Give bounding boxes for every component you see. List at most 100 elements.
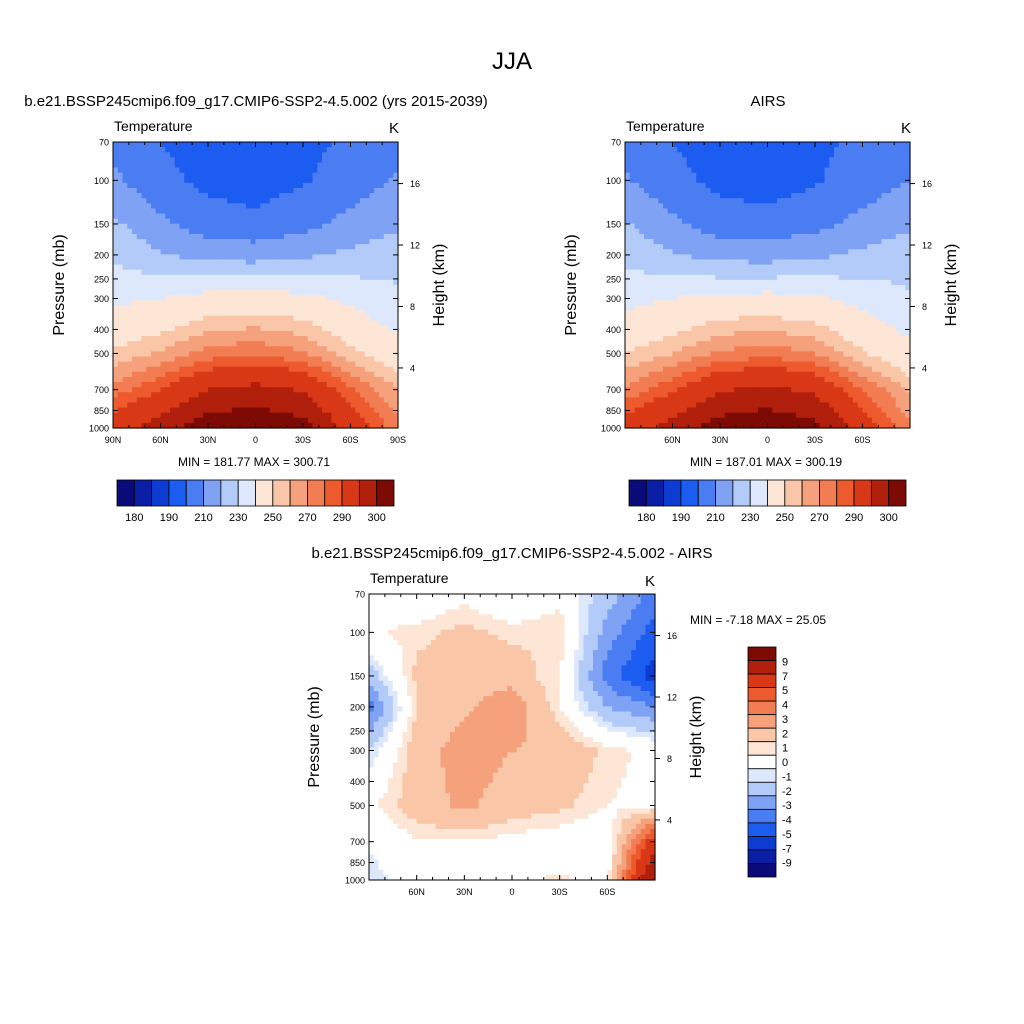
contour-cell xyxy=(805,193,811,199)
contour-cell xyxy=(269,325,276,332)
contour-cell xyxy=(360,279,366,286)
contour-cell xyxy=(212,177,219,184)
contour-cell xyxy=(136,325,143,332)
contour-cell xyxy=(876,233,883,240)
contour-cell xyxy=(208,259,214,266)
contour-cell xyxy=(743,172,750,179)
contour-cell xyxy=(639,193,645,199)
contour-cell xyxy=(303,382,309,388)
contour-cell xyxy=(900,218,906,225)
contour-cell xyxy=(117,397,124,404)
contour-cell xyxy=(317,290,323,296)
contour-cell xyxy=(729,142,735,148)
contour-cell xyxy=(393,152,399,158)
contour-cell xyxy=(815,223,821,230)
contour-cell xyxy=(231,244,238,250)
contour-cell xyxy=(132,417,138,424)
contour-cell xyxy=(217,305,223,312)
contour-cell xyxy=(132,213,138,220)
contour-cell xyxy=(317,228,323,235)
contour-cell xyxy=(639,142,645,148)
contour-cell xyxy=(326,305,333,312)
contour-cell xyxy=(872,172,878,179)
contour-cell xyxy=(701,259,707,266)
contour-cell xyxy=(231,218,238,225)
contour-cell xyxy=(900,193,906,199)
contour-cell xyxy=(236,152,242,158)
contour-cell xyxy=(322,187,328,194)
contour-cell xyxy=(231,213,238,220)
contour-cell xyxy=(336,346,342,352)
contour-cell xyxy=(279,187,285,194)
contour-cell xyxy=(648,203,655,209)
contour-cell xyxy=(834,187,840,194)
contour-cell xyxy=(393,330,399,337)
contour-cell xyxy=(364,341,371,347)
contour-cell xyxy=(255,351,261,358)
contour-cell xyxy=(767,198,773,204)
contour-cell xyxy=(136,305,143,312)
contour-cell xyxy=(208,392,214,398)
contour-cell xyxy=(269,376,276,383)
contour-cell xyxy=(141,315,147,322)
contour-cell xyxy=(393,193,399,199)
contour-cell xyxy=(724,208,731,215)
contour-cell xyxy=(743,239,750,245)
contour-cell xyxy=(805,228,811,235)
contour-cell xyxy=(705,203,712,209)
contour-cell xyxy=(298,356,304,363)
contour-cell xyxy=(255,233,261,240)
contour-cell xyxy=(341,305,347,312)
contour-cell xyxy=(829,239,835,245)
contour-cell xyxy=(174,208,181,215)
contour-cell xyxy=(838,147,845,153)
contour-cell xyxy=(174,249,181,255)
contour-cell xyxy=(691,172,697,179)
contour-cell xyxy=(336,198,342,204)
contour-cell xyxy=(141,412,147,419)
contour-cell xyxy=(364,305,371,312)
contour-cell xyxy=(876,244,883,250)
contour-cell xyxy=(184,392,190,398)
contour-cell xyxy=(241,320,247,327)
contour-cell xyxy=(279,182,285,189)
contour-cell xyxy=(336,366,342,373)
contour-cell xyxy=(179,269,185,276)
contour-cell xyxy=(170,392,176,398)
contour-cell xyxy=(843,208,849,215)
contour-cell xyxy=(170,259,176,266)
contour-cell xyxy=(341,417,347,424)
contour-cell xyxy=(331,417,337,424)
contour-cell xyxy=(269,223,276,230)
contour-cell xyxy=(293,187,299,194)
contour-cell xyxy=(758,254,764,261)
contour-cell xyxy=(184,177,190,184)
contour-cell xyxy=(388,376,394,383)
contour-cell xyxy=(696,167,702,174)
contour-cell xyxy=(360,269,366,276)
contour-cell xyxy=(710,233,716,240)
contour-cell xyxy=(165,417,171,424)
contour-cell xyxy=(241,361,247,368)
contour-cell xyxy=(136,198,143,204)
contour-cell xyxy=(639,167,645,174)
contour-cell xyxy=(146,392,152,398)
contour-cell xyxy=(341,157,347,164)
contour-cell xyxy=(127,218,133,225)
contour-cell xyxy=(203,223,209,230)
contour-cell xyxy=(322,182,328,189)
contour-cell xyxy=(198,285,204,291)
contour-cell xyxy=(360,320,366,327)
contour-cell xyxy=(753,152,759,158)
contour-cell xyxy=(312,407,318,414)
contour-cell xyxy=(279,142,285,148)
contour-cell xyxy=(625,213,631,220)
contour-cell xyxy=(184,285,190,291)
contour-cell xyxy=(293,330,299,337)
contour-cell xyxy=(393,259,399,266)
contour-cell xyxy=(222,422,228,429)
contour-cell xyxy=(777,228,783,235)
contour-cell xyxy=(170,167,176,174)
contour-cell xyxy=(151,147,157,153)
contour-cell xyxy=(336,233,342,240)
